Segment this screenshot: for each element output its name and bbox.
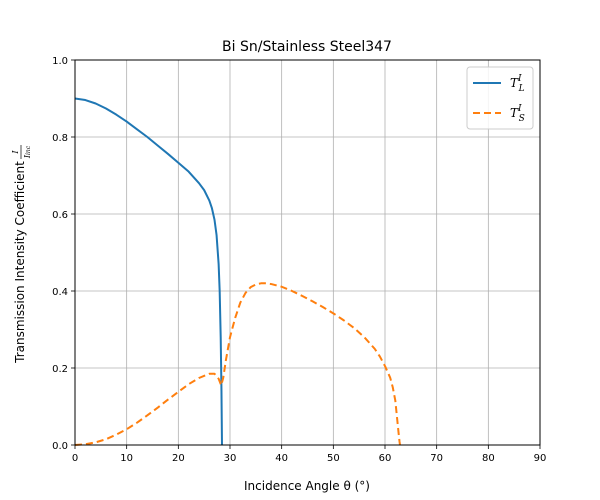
- legend: TI L TI S: [466, 66, 534, 130]
- y-axis-label: Transmission Intensity Coefficient I Iin…: [11, 145, 32, 364]
- y-tick-label: 0.8: [52, 133, 68, 144]
- x-tick-label: 50: [327, 453, 340, 464]
- y-tick-label: 0.2: [52, 364, 68, 375]
- series-layer: [74, 97, 401, 446]
- x-tick-label: 80: [482, 453, 495, 464]
- y-tick-label: 0.6: [52, 210, 68, 221]
- chart-title: Bi Sn/Stainless Steel347: [222, 39, 392, 55]
- svg-text:I: I: [11, 150, 20, 155]
- x-tick-label: 20: [172, 453, 185, 464]
- y-tick-label: 1.0: [52, 56, 68, 67]
- x-tick-label: 70: [430, 453, 443, 464]
- x-tick-label: 60: [379, 453, 392, 464]
- legend-label-ts: TI S: [510, 104, 525, 124]
- x-tick-label: 30: [224, 453, 237, 464]
- plot-frame: [74, 59, 541, 446]
- x-tick-label: 40: [275, 453, 288, 464]
- x-ticks: 0 10 20 30 40 50 60 70 80 90: [72, 445, 547, 464]
- x-tick-label: 0: [72, 453, 78, 464]
- legend-label-tl: TI L: [510, 74, 525, 94]
- x-tick-label: 10: [120, 453, 133, 464]
- y-tick-label: 0.0: [52, 441, 68, 452]
- svg-text:Iinc: Iinc: [23, 145, 32, 159]
- y-tick-label: 0.4: [52, 287, 68, 298]
- x-tick-label: 90: [534, 453, 547, 464]
- y-ticks: 0.0 0.2 0.4 0.6 0.8 1.0: [52, 56, 75, 452]
- x-axis-label: Incidence Angle θ (°): [244, 479, 370, 493]
- series-line-tl: [74, 97, 223, 446]
- series-line-ts: [74, 282, 401, 446]
- svg-text:Transmission Intensity Coeffic: Transmission Intensity Coefficient: [13, 161, 27, 364]
